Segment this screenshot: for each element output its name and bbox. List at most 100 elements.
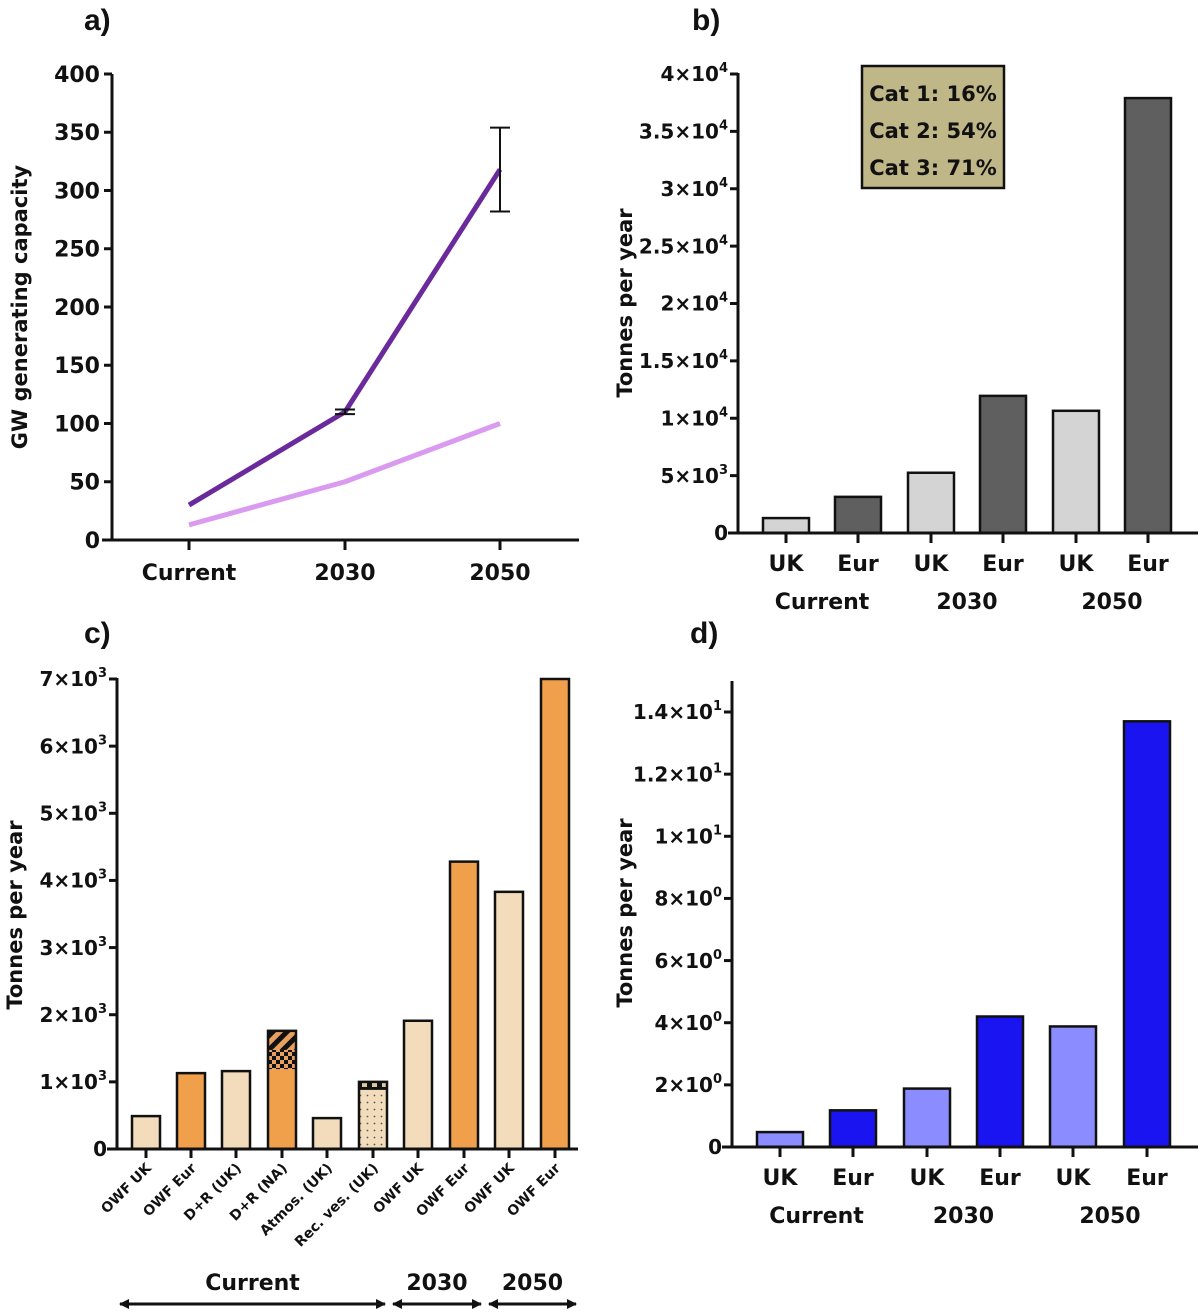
- panel-b-y-tick-label: 5×103: [660, 463, 728, 488]
- panel-c-bar-segment: [495, 891, 523, 1149]
- panel-a-y-axis-title: GW generating capacity: [8, 164, 32, 449]
- panel-c-bar-segment: [177, 1073, 205, 1149]
- panel-b-annotation-box: Cat 1: 16% Cat 2: 54% Cat 3: 71%: [860, 64, 1006, 190]
- panel-c-x-tick-label: Rec. ves. (UK): [292, 1161, 382, 1251]
- panel-d-y-tick-label: 1.2×101: [633, 761, 722, 786]
- panel-c-y-axis-title: Tonnes per year: [3, 820, 27, 1010]
- annotation-line-cat1: Cat 1: 16%: [869, 82, 997, 106]
- panel-d-y-tick-label: 1.4×101: [633, 699, 722, 724]
- panel-a-label: a): [84, 4, 111, 37]
- panel-b-y-tick-label: 4×104: [660, 61, 728, 86]
- panel-b-bar: [906, 471, 956, 535]
- panel-c-group-label: Current: [205, 1271, 300, 1296]
- panel-a-y-tick-label: 350: [54, 121, 100, 146]
- panel-c-label: c): [84, 617, 111, 650]
- panel-d-bar-chart: d) Tonnes per year 0 2×100 4×100 6×100 8×100…: [613, 617, 1198, 1229]
- panel-d-bar: [1122, 720, 1172, 1149]
- panel-c-y-tick-label: 3×103: [39, 935, 107, 960]
- panel-d-bar: [975, 1015, 1025, 1149]
- panel-b-y-tick-label: 2.5×104: [639, 233, 728, 258]
- panel-c-y-tick-label: 7×103: [39, 666, 107, 691]
- panel-d-y-tick-label: 1×101: [654, 823, 722, 848]
- panel-d-group-label: 2030: [933, 1204, 994, 1229]
- panel-d-x-tick-label: UK: [763, 1166, 799, 1191]
- panel-a-y-tick-label: 100: [54, 412, 100, 437]
- panel-a-y-tick-label: 400: [54, 63, 100, 88]
- panel-b-x-tick-label: Eur: [982, 552, 1024, 577]
- panel-a-y-tick-label: 200: [54, 296, 100, 321]
- panel-b-group-label: 2030: [936, 590, 997, 615]
- panel-d-bar: [902, 1087, 952, 1149]
- panel-a-y-tick-label: 0: [85, 529, 100, 554]
- panel-c-bar-segment: [450, 861, 478, 1149]
- panel-d-x-tick-label: UK: [1056, 1166, 1092, 1191]
- panel-b-x-tick-label: Eur: [1127, 552, 1169, 577]
- panel-c-bar-segment: [222, 1071, 250, 1149]
- panel-a-y-tick-label: 50: [69, 471, 100, 496]
- panel-b-bar: [978, 394, 1028, 535]
- panel-b-x-tick-label: UK: [769, 552, 805, 577]
- panel-c-bar-segment: [313, 1118, 341, 1149]
- panel-d-y-tick-label: 4×100: [654, 1010, 722, 1035]
- panel-d-x-tick-label: Eur: [832, 1166, 874, 1191]
- panel-b-bar: [1123, 96, 1173, 535]
- panel-a-y-tick-label: 150: [54, 354, 100, 379]
- panel-d-y-tick-label: 0: [708, 1135, 722, 1159]
- panel-c-bar-segment: [268, 1069, 296, 1149]
- panel-c-bar-segment: [268, 1030, 296, 1050]
- panel-d-bar: [828, 1109, 878, 1149]
- panel-b-bar: [1051, 409, 1101, 535]
- panel-b-x-tick-label: Eur: [837, 552, 879, 577]
- panel-b-bar: [761, 516, 811, 535]
- panel-b-x-tick-label: UK: [1059, 552, 1095, 577]
- panel-c-bar-segment: [132, 1116, 160, 1149]
- panel-b-y-tick-label: 3×104: [660, 176, 728, 201]
- panel-b-group-label: 2050: [1081, 590, 1142, 615]
- panel-b-y-tick-label: 1.5×104: [639, 348, 728, 373]
- panel-c-bar-segment: [359, 1081, 387, 1090]
- panel-a-y-tick-label: 250: [54, 238, 100, 263]
- panel-c-bar-segment: [359, 1089, 387, 1149]
- panel-d-group-label: Current: [769, 1204, 864, 1229]
- panel-c-y-tick-label: 5×103: [39, 800, 107, 825]
- panel-b-y-tick-label: 1×104: [660, 405, 728, 430]
- panel-c-y-tick-label: 0: [93, 1137, 107, 1161]
- panel-b-y-tick-label: 3.5×104: [639, 119, 728, 144]
- panel-b-bar: [833, 495, 883, 535]
- panel-a-x-tick-label: Current: [142, 561, 237, 586]
- panel-b-x-tick-label: UK: [914, 552, 950, 577]
- panel-c-bar-segment: [541, 679, 569, 1149]
- panel-a-y-tick-label: 300: [54, 179, 100, 204]
- panel-c-stacked-bar-chart: c) Tonnes per year 0 1×103 2×103 3×103 4×103…: [3, 617, 578, 1309]
- panel-a-x-tick-label: 2050: [469, 561, 530, 586]
- panel-d-group-label: 2050: [1079, 1204, 1140, 1229]
- panel-c-y-tick-label: 6×103: [39, 733, 107, 758]
- panel-b-y-axis-title: Tonnes per year: [613, 208, 637, 398]
- panel-b-group-label: Current: [775, 590, 870, 615]
- panel-d-x-tick-label: UK: [910, 1166, 946, 1191]
- panel-d-bar: [1048, 1025, 1098, 1149]
- panel-d-label: d): [690, 617, 718, 650]
- panel-c-y-tick-label: 2×103: [39, 1002, 107, 1027]
- annotation-line-cat3: Cat 3: 71%: [869, 156, 997, 180]
- panel-d-x-tick-label: Eur: [979, 1166, 1021, 1191]
- panel-c-y-tick-label: 1×103: [39, 1069, 107, 1094]
- panel-d-y-tick-label: 8×100: [654, 886, 722, 911]
- panel-b-bar-chart: b) Tonnes per year 0 5×103 1×104 1.5×104 2×1…: [613, 4, 1198, 615]
- panel-d-bar: [755, 1130, 805, 1149]
- panel-c-group-label: 2050: [502, 1271, 563, 1296]
- panel-d-y-axis-title: Tonnes per year: [613, 818, 637, 1008]
- panel-c-bar-segment: [268, 1049, 296, 1070]
- panel-b-y-tick-label: 2×104: [660, 291, 728, 316]
- panel-d-y-tick-label: 6×100: [654, 948, 722, 973]
- panel-b-y-tick-label: 0: [714, 521, 728, 545]
- annotation-line-cat2: Cat 2: 54%: [869, 119, 997, 143]
- panel-c-group-label: 2030: [406, 1271, 467, 1296]
- panel-a-x-tick-label: 2030: [314, 561, 375, 586]
- panel-d-x-tick-label: Eur: [1126, 1166, 1168, 1191]
- panel-c-bar-segment: [404, 1020, 432, 1149]
- panel-a-series-line: [188, 421, 501, 528]
- annotation-box-background: [860, 64, 1006, 190]
- panel-c-y-tick-label: 4×103: [39, 868, 107, 893]
